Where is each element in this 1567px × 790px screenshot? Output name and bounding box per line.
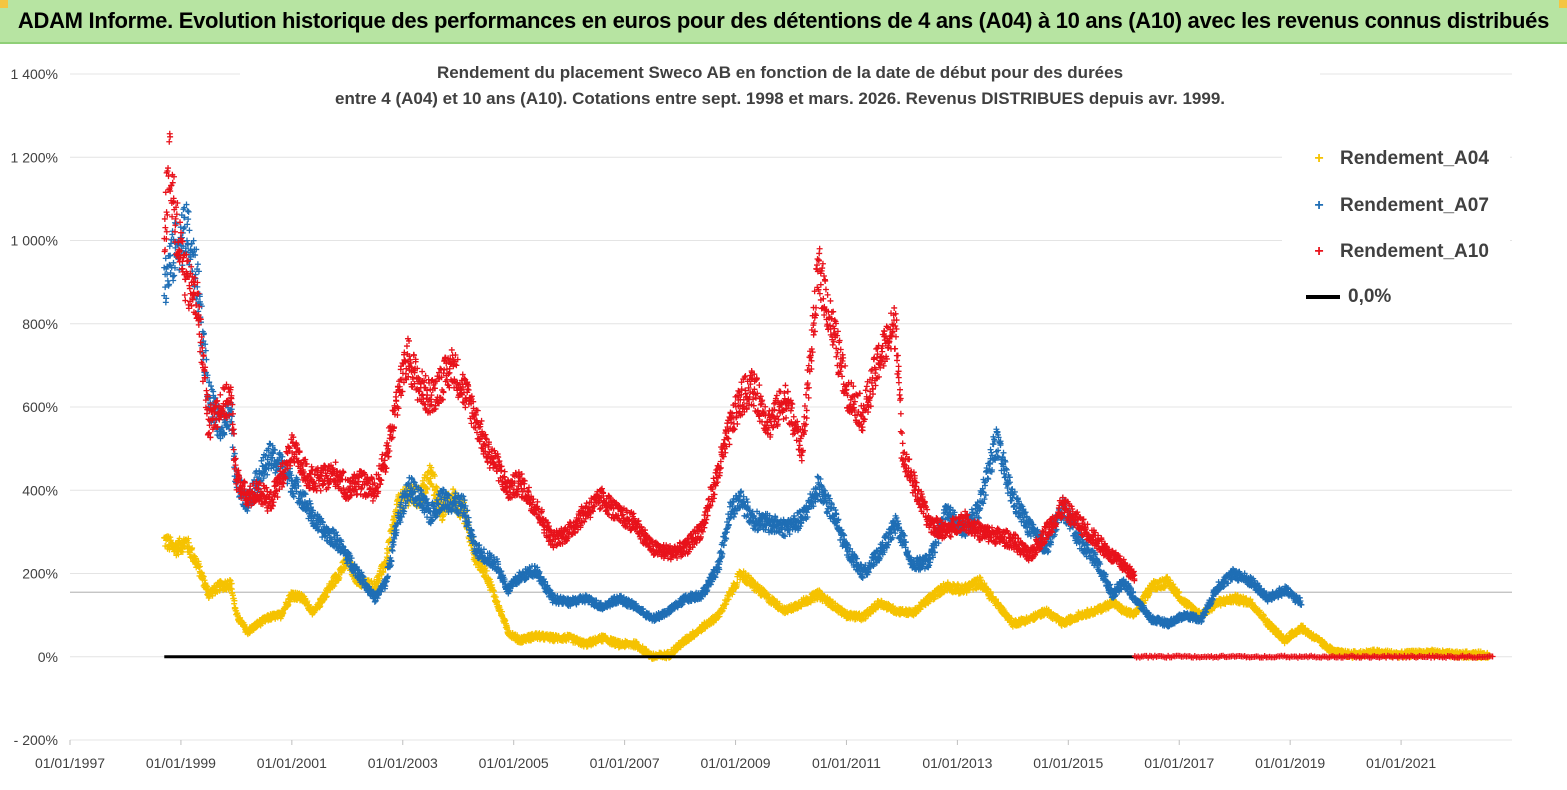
point-rendement-a07 [164, 277, 171, 284]
point-rendement-a04 [227, 585, 234, 592]
points-layer [161, 130, 1496, 662]
point-rendement-a04 [483, 567, 490, 574]
point-rendement-a04 [284, 602, 291, 609]
point-rendement-a04 [494, 598, 501, 605]
point-rendement-a04 [419, 477, 426, 484]
point-rendement-a07 [185, 208, 192, 215]
point-rendement-a04 [375, 578, 382, 585]
point-rendement-a04 [427, 475, 434, 482]
point-rendement-a07 [186, 227, 193, 234]
point-rendement-a04 [179, 549, 186, 556]
point-rendement-a07 [203, 356, 210, 363]
point-rendement-a04 [376, 575, 383, 582]
point-rendement-a04 [231, 600, 238, 607]
point-rendement-a04 [323, 593, 330, 600]
point-rendement-a04 [440, 511, 447, 518]
point-rendement-a04 [237, 614, 244, 621]
point-rendement-a04 [336, 575, 343, 582]
point-rendement-a04 [380, 568, 387, 575]
point-rendement-a07 [194, 261, 201, 268]
point-rendement-a04 [176, 535, 183, 542]
point-rendement-a04 [634, 641, 641, 648]
point-rendement-a04 [200, 573, 207, 580]
point-rendement-a04 [331, 582, 338, 589]
point-rendement-a04 [499, 612, 506, 619]
point-rendement-a04 [489, 587, 496, 594]
grid-layer [70, 73, 1512, 741]
point-rendement-a07 [166, 243, 173, 250]
point-rendement-a04 [514, 632, 521, 639]
point-rendement-a04 [482, 572, 489, 579]
point-rendement-a04 [228, 580, 235, 587]
point-rendement-a04 [196, 563, 203, 570]
point-rendement-a04 [185, 539, 192, 546]
point-rendement-a07 [170, 277, 177, 284]
point-rendement-a04 [431, 473, 438, 480]
point-rendement-a04 [424, 486, 431, 493]
point-rendement-a04 [227, 577, 234, 584]
point-rendement-a04 [502, 617, 509, 624]
point-rendement-a04 [198, 569, 205, 576]
corner-marker-left [0, 0, 8, 8]
corner-marker-right [1559, 0, 1567, 8]
banner-title: ADAM Informe. Evolution historique des p… [17, 8, 1550, 33]
point-rendement-a04 [284, 602, 291, 609]
header-banner: ADAM Informe. Evolution historique des p… [0, 0, 1567, 44]
point-rendement-a04 [189, 545, 196, 552]
